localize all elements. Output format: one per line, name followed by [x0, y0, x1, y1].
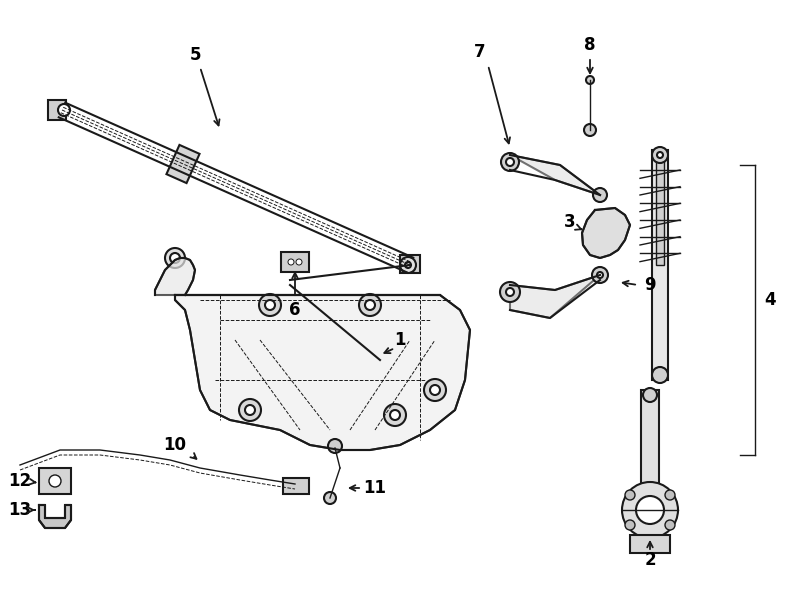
Circle shape	[501, 153, 519, 171]
Circle shape	[239, 399, 261, 421]
Circle shape	[592, 267, 608, 283]
Text: 2: 2	[644, 551, 656, 569]
FancyBboxPatch shape	[48, 100, 66, 120]
FancyBboxPatch shape	[39, 468, 71, 494]
Polygon shape	[582, 208, 630, 258]
Circle shape	[625, 520, 635, 530]
Text: 8: 8	[584, 36, 596, 54]
Circle shape	[49, 475, 61, 487]
Circle shape	[58, 104, 70, 116]
Circle shape	[657, 152, 663, 158]
Circle shape	[324, 492, 336, 504]
Polygon shape	[175, 295, 470, 450]
Circle shape	[597, 272, 603, 278]
Polygon shape	[510, 275, 600, 318]
Circle shape	[593, 188, 607, 202]
FancyBboxPatch shape	[656, 150, 664, 265]
Text: 9: 9	[644, 276, 656, 294]
Circle shape	[405, 262, 415, 272]
FancyBboxPatch shape	[630, 535, 670, 553]
Text: 10: 10	[163, 436, 186, 454]
FancyBboxPatch shape	[283, 478, 309, 494]
FancyBboxPatch shape	[641, 390, 659, 490]
Circle shape	[288, 259, 294, 265]
Circle shape	[625, 490, 635, 500]
Circle shape	[506, 288, 514, 296]
Text: 1: 1	[394, 331, 406, 349]
Text: 4: 4	[764, 291, 776, 309]
Circle shape	[296, 259, 302, 265]
Bar	[167, 145, 200, 183]
Circle shape	[384, 404, 406, 426]
Circle shape	[643, 388, 657, 402]
Circle shape	[430, 385, 440, 395]
Text: 13: 13	[9, 501, 32, 519]
Circle shape	[265, 300, 275, 310]
Polygon shape	[155, 258, 195, 295]
Text: 5: 5	[190, 46, 201, 64]
Text: 12: 12	[9, 472, 32, 490]
Circle shape	[165, 248, 185, 268]
Circle shape	[586, 76, 594, 84]
Circle shape	[170, 253, 180, 263]
Circle shape	[584, 124, 596, 136]
Polygon shape	[510, 155, 600, 195]
Text: 6: 6	[289, 301, 301, 319]
Circle shape	[390, 410, 400, 420]
Circle shape	[259, 294, 281, 316]
Circle shape	[636, 496, 664, 524]
FancyBboxPatch shape	[400, 255, 420, 273]
Circle shape	[405, 262, 411, 268]
FancyBboxPatch shape	[652, 150, 668, 380]
Circle shape	[365, 300, 375, 310]
Circle shape	[400, 257, 416, 273]
Text: 11: 11	[363, 479, 386, 497]
Circle shape	[424, 379, 446, 401]
Text: 7: 7	[474, 43, 486, 61]
Circle shape	[665, 520, 675, 530]
Circle shape	[652, 367, 668, 383]
Polygon shape	[39, 505, 71, 528]
Circle shape	[245, 405, 255, 415]
Circle shape	[506, 158, 514, 166]
Circle shape	[622, 482, 678, 538]
Circle shape	[359, 294, 381, 316]
Circle shape	[665, 490, 675, 500]
Circle shape	[500, 282, 520, 302]
Circle shape	[652, 147, 668, 163]
FancyBboxPatch shape	[281, 252, 309, 272]
Text: 3: 3	[564, 213, 576, 231]
Circle shape	[328, 439, 342, 453]
